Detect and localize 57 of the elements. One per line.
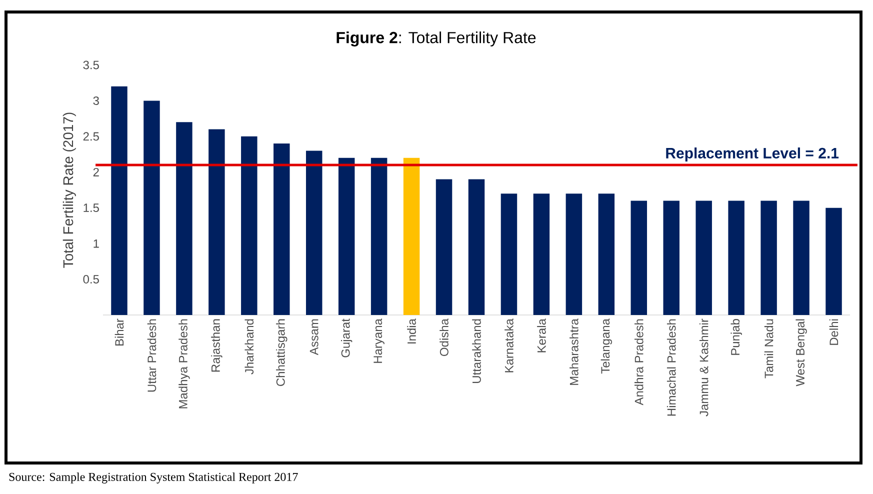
bar <box>793 200 810 315</box>
x-tick-label: Uttar Pradesh <box>147 319 156 392</box>
bar <box>338 158 355 315</box>
bar <box>208 129 225 315</box>
bar <box>111 86 128 315</box>
bar <box>533 194 550 315</box>
bar <box>468 179 485 315</box>
y-tick-label: 3.5 <box>83 60 99 70</box>
bar <box>500 194 518 315</box>
bar <box>826 208 842 315</box>
bar <box>630 200 648 315</box>
x-tick-label: Karnataka <box>504 318 514 372</box>
x-tick-label: Jharkhand <box>244 319 254 374</box>
bar <box>663 200 680 315</box>
bar <box>436 179 452 315</box>
x-tick-label: Jammu & Kashmir <box>699 318 708 416</box>
x-tick-label: Chhattisgarh <box>276 319 288 386</box>
x-tick-label: Madhya Pradesh <box>178 319 190 408</box>
bar <box>728 200 744 315</box>
x-tick-label: Punjab <box>730 319 742 355</box>
bar <box>403 158 420 315</box>
x-tick-label: Kerala <box>537 318 546 352</box>
bar <box>274 144 290 315</box>
x-tick-label: West Bengal <box>796 319 807 386</box>
x-tick-label: Andhra Pradesh <box>634 319 644 406</box>
bar <box>760 200 777 315</box>
x-tick-label: Odisha <box>440 318 448 356</box>
x-tick-label: Uttarakhand <box>472 319 481 383</box>
bar <box>241 136 258 315</box>
y-tick-label: 2.5 <box>83 132 99 141</box>
y-tick-label: 1 <box>94 239 99 248</box>
x-tick-label: Gujarat <box>341 318 352 358</box>
y-axis-title: Total Fertility Rate (2017) <box>62 112 76 268</box>
bar <box>696 200 712 315</box>
x-tick-label: Delhi <box>829 319 838 345</box>
x-tick-label: Himachal Pradesh <box>666 319 676 416</box>
x-tick-label: India <box>407 318 416 344</box>
x-tick-label: Haryana <box>374 318 384 363</box>
x-tick-label: Maharashtra <box>570 318 578 385</box>
source-note: Source: Sample Registration System Statistical Report 2017 <box>9 472 298 484</box>
x-tick-label: Assam <box>310 319 318 356</box>
ref-line-label: Replacement Level = 2.1 <box>666 147 839 162</box>
x-tick-label: Telangana <box>600 318 612 374</box>
y-tick-label: 3 <box>93 96 99 105</box>
y-tick-label: 1.5 <box>84 204 99 212</box>
x-tick-label: Rajasthan <box>211 319 222 372</box>
y-tick-label: 2 <box>93 168 99 176</box>
bar <box>598 194 615 315</box>
bar <box>370 158 388 315</box>
y-tick-label: 0.5 <box>83 275 99 284</box>
bar <box>566 194 582 315</box>
bar <box>176 122 192 315</box>
x-tick-label: Tamil Nadu <box>764 319 774 378</box>
chart-title: Figure 2: Total Fertility Rate <box>336 32 536 46</box>
bar <box>144 100 160 315</box>
bar <box>306 150 322 315</box>
x-tick-label: Bihar <box>114 318 124 346</box>
